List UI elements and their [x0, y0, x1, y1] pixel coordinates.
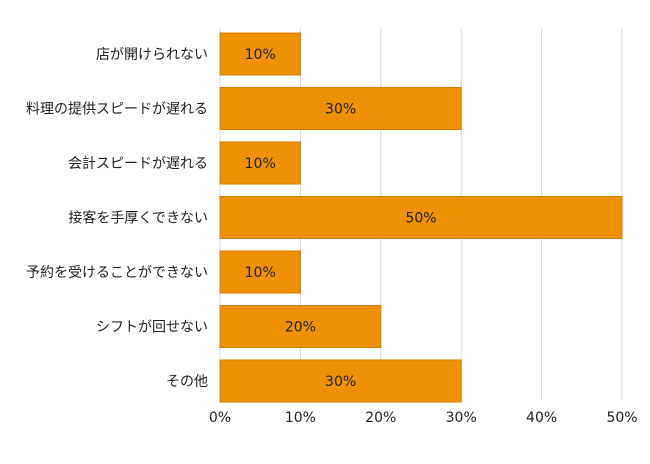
- bar-value-label: 10%: [245, 47, 276, 63]
- x-axis-ticks: 0% 10% 20% 30% 40% 50%: [209, 410, 638, 426]
- category-label: シフトが回せない: [96, 320, 208, 336]
- bar: [219, 196, 623, 239]
- x-tick-label: 50%: [606, 410, 637, 426]
- category-label: 予約を受けることができない: [26, 265, 208, 281]
- x-tick-label: 40%: [526, 410, 557, 426]
- x-tick-label: 0%: [209, 410, 231, 426]
- category-label: 店が開けられない: [96, 47, 208, 63]
- bar-value-label: 30%: [325, 374, 356, 390]
- bar-value-label: 10%: [245, 265, 276, 281]
- bar: [219, 250, 301, 294]
- bar: [219, 305, 382, 348]
- category-labels: 店が開けられない料理の提供スピードが遅れる会計スピードが遅れる接客を手厚くできな…: [26, 47, 208, 390]
- category-label: その他: [166, 374, 208, 390]
- bar: [219, 32, 301, 76]
- category-label: 会計スピードが遅れる: [68, 156, 208, 172]
- category-label: 接客を手厚くできない: [68, 210, 208, 227]
- bar: [219, 359, 462, 403]
- bar-value-label: 20%: [285, 320, 316, 336]
- x-tick-label: 20%: [365, 410, 396, 426]
- bar-value-label: 10%: [245, 156, 276, 172]
- x-tick-label: 30%: [446, 410, 477, 426]
- category-label: 料理の提供スピードが遅れる: [26, 102, 208, 118]
- x-tick-label: 10%: [285, 410, 316, 426]
- bar-value-label: 30%: [325, 102, 356, 118]
- bar-value-label: 50%: [405, 211, 436, 227]
- bar: [219, 87, 462, 130]
- bar: [219, 141, 301, 185]
- bars: 10% 30% 10% 50% 10% 20% 30%: [219, 32, 623, 403]
